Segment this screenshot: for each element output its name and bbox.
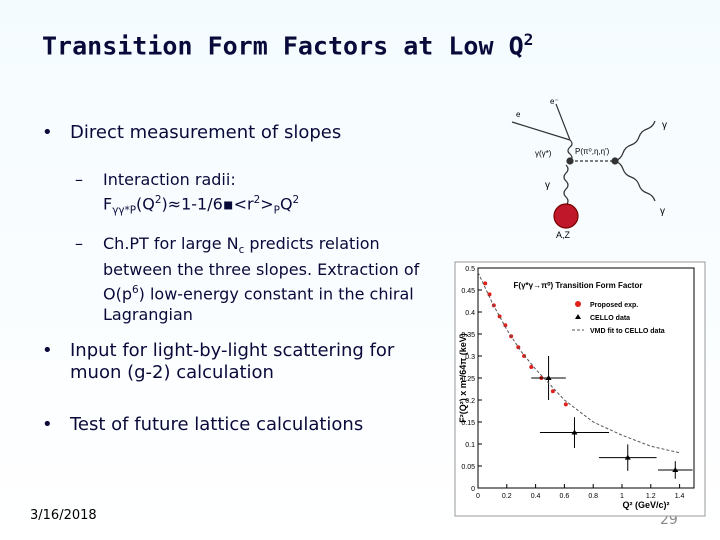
feynman-diagram: e⁻ e γ(γ*) P(π⁰,η,η') γ γ γ A,Z — [511, 97, 667, 240]
bullet-text: Test of future lattice calculations — [70, 414, 364, 435]
f: 2 — [292, 194, 300, 206]
f: 2 — [253, 194, 261, 206]
x-axis-label: Q² (GeV/c)² — [622, 500, 669, 510]
plot: 0 0.05 0.1 0.15 0.2 0.25 0.3 0.35 0.4 0.45 0.5 0 0.2… — [461, 266, 693, 500]
formula: Fγγ*P(Q2)≈1-1/6▪<r2>PQ2 — [103, 190, 433, 221]
title-sup: 2 — [523, 30, 534, 49]
y-tick-label: 0.25 — [461, 376, 475, 383]
diagram-label: γ — [545, 180, 550, 191]
sub-bullet: – Interaction radii: Fγγ*P(Q2)≈1-1/6▪<r2… — [75, 170, 425, 217]
sub-text: 6 — [132, 284, 139, 297]
sub-text: Interaction radii: — [103, 170, 236, 189]
f: P — [273, 204, 280, 217]
y-tick-label: 0 — [471, 486, 475, 493]
sub-text: c — [238, 244, 245, 257]
data-point — [503, 323, 508, 328]
legend-label: VMD fit to CELLO data — [590, 328, 665, 335]
legend-marker — [575, 301, 581, 307]
y-tick-label: 0.4 — [465, 310, 475, 317]
diagram-label: γ(γ*) — [535, 149, 552, 158]
title-text: Transition Form Factors at Low Q — [42, 31, 524, 61]
data-point — [624, 454, 631, 460]
diagram-label: e — [516, 110, 521, 119]
diagram-label: A,Z — [556, 230, 571, 240]
y-tick-label: 0.35 — [461, 332, 475, 339]
y-tick-label: 0.1 — [465, 442, 475, 449]
f: )≈1-1/6▪<r — [161, 194, 254, 214]
slide-title: Transition Form Factors at Low Q2 — [42, 30, 533, 60]
data-point — [571, 429, 578, 435]
chart-frame — [454, 261, 706, 517]
data-point — [563, 402, 568, 407]
sub-text: predicts relation between the three slop… — [103, 234, 420, 304]
y-tick-label: 0.3 — [465, 354, 475, 361]
diagram-label: e⁻ — [550, 97, 559, 106]
data-point — [550, 389, 555, 394]
f: 2 — [154, 194, 162, 206]
sub-text: Ch.PT for large N — [103, 234, 239, 253]
bullet-text: Direct measurement of slopes — [70, 122, 342, 143]
y-axis-label: F²(Q²) x m³/64π (keV) — [458, 333, 468, 422]
legend-marker — [575, 314, 581, 319]
y-tick-label: 0.05 — [461, 464, 475, 471]
x-tick-label: 1 — [620, 493, 624, 500]
x-tick-label: 1.4 — [675, 493, 685, 500]
data-point — [497, 314, 502, 319]
diagram-label: γ — [660, 206, 665, 217]
data-point — [529, 365, 534, 369]
f: γγ*P — [112, 204, 136, 217]
f: > — [260, 194, 274, 214]
data-point — [545, 375, 552, 380]
date: 3/16/2018 — [30, 508, 97, 523]
f: (Q — [135, 194, 155, 214]
f: F — [103, 194, 113, 214]
legend-label: CELLO data — [590, 315, 630, 322]
x-tick-label: 0.2 — [502, 493, 512, 500]
x-tick-label: 0.8 — [588, 493, 598, 500]
x-tick-label: 1.2 — [646, 493, 656, 500]
y-tick-label: 0.15 — [461, 420, 475, 427]
legend-label: Proposed exp. — [590, 302, 638, 309]
x-tick-label: 0.6 — [560, 493, 570, 500]
data-point — [483, 281, 488, 286]
bullet-text: Input for light-by-light scattering for … — [70, 340, 395, 383]
sub-text: ) low-energy constant in the chiral Lagr… — [103, 284, 414, 324]
f: Q — [279, 194, 293, 214]
x-tick-label: 0.4 — [531, 493, 541, 500]
y-tick-label: 0.5 — [465, 266, 475, 273]
chart-title: F(γ*γ→π⁰) Transition Form Factor — [514, 281, 643, 290]
x-tick-label: 0 — [476, 493, 480, 500]
diagram-label: γ — [662, 120, 667, 131]
diagram-label: P(π⁰,η,η') — [575, 147, 610, 156]
y-tick-label: 0.45 — [461, 288, 475, 295]
y-tick-label: 0.2 — [465, 398, 475, 405]
data-point — [672, 466, 679, 472]
